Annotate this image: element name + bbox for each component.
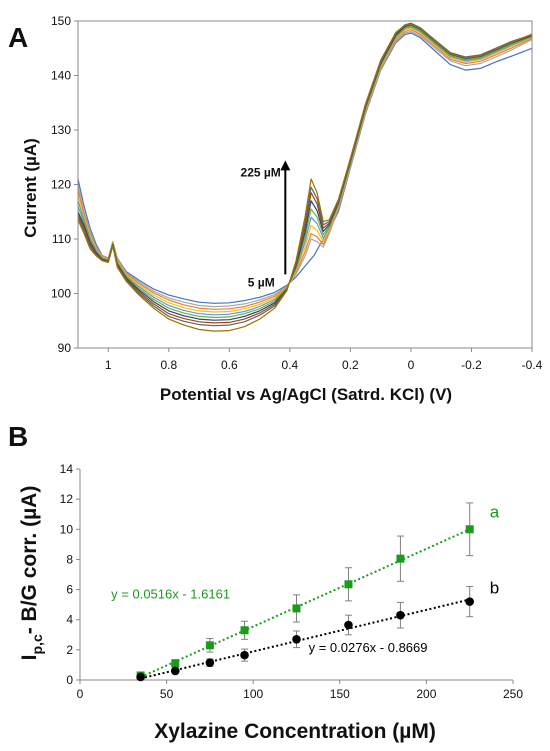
panel-b-series-b-point [292,635,301,644]
panel-b-y-axis-title: Ip,c- B/G corr. (µA) [18,486,45,661]
panel-b-y-tick-label: 6 [66,583,73,597]
panel-b-x-tick-label: 150 [330,687,350,701]
panel-a-x-tick-label: 0.6 [221,358,238,372]
panel-a-x-tick-label: 1 [105,358,112,372]
panel-b-series-a-label: a [490,502,500,521]
panel-b-y-axis-subscript: p,c [29,634,45,654]
panel-b-y-axis-symbol: I [18,655,41,661]
panel-b-series-a-point [205,641,214,650]
panel-b-series-a-point [240,626,249,635]
panel-b-y-tick-label: 8 [66,552,73,566]
panel-a-x-tick-label: 0.4 [282,358,299,372]
panel-b: B 0 2 4 6 8 10 12 14 0 50 100 150 200 250 a y = 0.0516… [8,421,523,743]
panel-a: A 90 100 110 120 130 140 150 1 0.8 0.6 0.4 0.2 0 -0.2… [8,14,543,404]
panel-b-y-tick-label: 4 [66,613,73,627]
panel-a-y-tick-label: 110 [52,232,71,246]
panel-b-series-a: a y = 0.0516x - 1.6161 [111,502,500,680]
panel-a-curve-10 [77,23,533,332]
panel-b-y-tick-label: 0 [66,673,73,687]
panel-a-x-axis-title: Potential vs Ag/AgCl (Satrd. KCl) (V) [160,385,452,404]
panel-a-y-tick-label: 90 [58,341,72,355]
panel-b-x-tick-label: 50 [160,687,174,701]
panel-a-y-axis-title: Current (µA) [21,138,40,238]
panel-b-x-tick-label: 100 [243,687,263,701]
panel-a-x-tick-label: 0.2 [342,358,359,372]
panel-b-y-tick-label: 2 [66,643,73,657]
panel-b-x-tick-label: 250 [503,687,523,701]
panel-b-series-b-point [396,610,405,620]
panel-b-series-a-point [344,580,353,589]
panel-a-curve-8 [77,23,533,324]
panel-a-letter: A [8,22,28,53]
panel-a-x-tick-label: -0.4 [522,358,543,372]
panel-b-series-b-point [136,672,145,682]
panel-a-annotations: 225 µM 5 µM [241,160,291,289]
panel-b-series-b-trendline [140,598,470,680]
panel-a-x-tick-label: -0.2 [461,358,482,372]
panel-b-series-b-point [205,658,215,667]
panel-b-series-b-point [240,650,249,660]
panel-a-curve-1 [77,32,533,304]
panel-b-series-b-point [344,620,353,630]
panel-a-y-tick-label: 130 [51,123,71,137]
panel-a-curve-9 [77,22,533,327]
panel-a-curve-2 [77,30,533,308]
panel-b-x-tick-label: 200 [416,687,436,701]
panel-a-curves [77,22,533,332]
panel-a-y-tick-label: 140 [51,69,71,83]
panel-b-series-a-point [396,554,405,563]
panel-a-annotation-1: 225 µM [241,165,281,179]
panel-b-series-a-equation: y = 0.0516x - 1.6161 [111,587,230,602]
panel-b-x-axis-title: Xylazine Concentration (µM) [154,720,436,743]
panel-a-curve-3 [77,29,533,310]
panel-b-series: a y = 0.0516x - 1.6161 b y = 0.0276x - 0.86… [111,502,500,682]
panel-b-series-a-trendline [140,528,471,679]
panel-b-y-tick-label: 10 [60,522,74,536]
panel-b-series-a-point [292,604,301,613]
panel-a-y-tick-label: 120 [51,178,71,192]
panel-b-series-b-label: b [490,579,499,598]
panel-b-y-tick-label: 14 [60,462,74,476]
panel-b-series-a-point [171,659,180,668]
panel-a-x-tick-label: 0 [408,358,415,372]
panel-a-y-tick-label: 150 [51,14,71,28]
panel-a-y-tick-label: 100 [51,287,71,301]
panel-a-annotation-2: 5 µM [248,275,275,289]
panel-b-series-b-equation: y = 0.0276x - 0.8669 [309,640,428,655]
panel-b-axes: 0 2 4 6 8 10 12 14 0 50 100 150 200 250 [60,462,524,701]
panel-a-curve-4 [77,27,533,313]
panel-b-series-b: b y = 0.0276x - 0.8669 [136,579,499,682]
panel-a-x-tick-label: 0.8 [160,358,177,372]
panel-b-series-b-point [465,597,475,606]
panel-b-series-a-point [465,525,474,534]
panel-b-y-axis-rest: - B/G corr. (µA) [18,486,41,635]
panel-b-y-tick-label: 12 [60,492,74,506]
panel-b-x-tick-label: 0 [77,687,84,701]
panel-a-axes: 90 100 110 120 130 140 150 1 0.8 0.6 0.4 0.2 0 -0.2 -0… [51,14,543,372]
panel-b-series-b-point [170,666,180,676]
panel-b-letter: B [8,421,28,452]
